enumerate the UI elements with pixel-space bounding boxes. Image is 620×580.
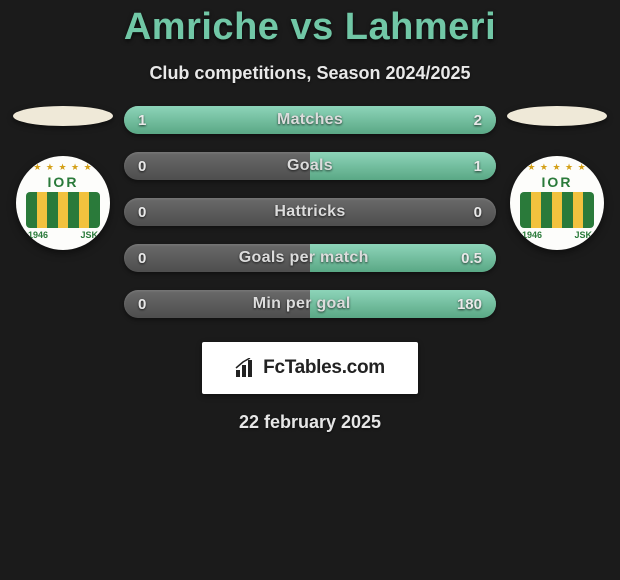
stat-value-right: 1 <box>474 158 482 175</box>
badge-stripe <box>520 192 531 228</box>
badge-stripe <box>79 192 90 228</box>
stat-label: Hattricks <box>146 203 473 221</box>
badge-stars-icon: ★ ★ ★ ★ ★ <box>33 162 92 173</box>
content-row: ★ ★ ★ ★ ★ IOR 1946 JSK 1Matches20Goals10… <box>0 106 620 318</box>
badge-stripe <box>541 192 552 228</box>
stat-label: Goals <box>146 157 473 175</box>
stat-bar: 0Min per goal180 <box>124 290 496 318</box>
stat-value-left: 0 <box>138 296 146 313</box>
stat-bar: 1Matches2 <box>124 106 496 134</box>
right-club-badge: ★ ★ ★ ★ ★ IOR 1946 JSK <box>510 156 604 250</box>
badge-stripe <box>583 192 594 228</box>
stat-value-left: 0 <box>138 204 146 221</box>
badge-stripe <box>531 192 542 228</box>
stat-bar: 0Hattricks0 <box>124 198 496 226</box>
right-club-year: 1946 JSK <box>510 230 604 240</box>
stat-label: Matches <box>146 111 473 129</box>
stat-label: Min per goal <box>146 295 457 313</box>
attribution-text: FcTables.com <box>263 357 385 379</box>
right-club-code: IOR <box>542 174 573 190</box>
badge-stripe <box>37 192 48 228</box>
bar-chart-icon <box>235 358 257 378</box>
page-title: Amriche vs Lahmeri <box>0 6 620 49</box>
badge-stripe <box>26 192 37 228</box>
left-club-year-right: JSK <box>80 230 98 240</box>
badge-stripe <box>562 192 573 228</box>
badge-stripe <box>573 192 584 228</box>
stat-value-right: 0.5 <box>461 250 482 267</box>
right-club-year-left: 1946 <box>522 230 542 240</box>
badge-stripe <box>89 192 100 228</box>
left-club-year-left: 1946 <box>28 230 48 240</box>
stats-bars: 1Matches20Goals10Hattricks00Goals per ma… <box>118 106 502 318</box>
left-club-badge: ★ ★ ★ ★ ★ IOR 1946 JSK <box>16 156 110 250</box>
badge-stripe <box>58 192 69 228</box>
stat-value-left: 0 <box>138 158 146 175</box>
right-player-column: ★ ★ ★ ★ ★ IOR 1946 JSK <box>502 106 612 250</box>
stat-bar: 0Goals per match0.5 <box>124 244 496 272</box>
stat-bar: 0Goals1 <box>124 152 496 180</box>
left-club-stripes <box>26 192 100 228</box>
stat-value-right: 0 <box>474 204 482 221</box>
left-club-code: IOR <box>48 174 79 190</box>
right-player-photo-placeholder <box>507 106 607 126</box>
left-club-year: 1946 JSK <box>16 230 110 240</box>
stat-value-left: 0 <box>138 250 146 267</box>
right-club-year-right: JSK <box>574 230 592 240</box>
stat-value-left: 1 <box>138 112 146 129</box>
stat-value-right: 180 <box>457 296 482 313</box>
subtitle: Club competitions, Season 2024/2025 <box>0 63 620 84</box>
date-label: 22 february 2025 <box>0 412 620 433</box>
comparison-card: Amriche vs Lahmeri Club competitions, Se… <box>0 0 620 433</box>
left-player-column: ★ ★ ★ ★ ★ IOR 1946 JSK <box>8 106 118 250</box>
attribution-badge: FcTables.com <box>202 342 418 394</box>
right-club-stripes <box>520 192 594 228</box>
badge-stripe <box>68 192 79 228</box>
badge-stripe <box>552 192 563 228</box>
stat-label: Goals per match <box>146 249 461 267</box>
badge-stars-icon: ★ ★ ★ ★ ★ <box>527 162 586 173</box>
badge-stripe <box>47 192 58 228</box>
left-player-photo-placeholder <box>13 106 113 126</box>
stat-value-right: 2 <box>474 112 482 129</box>
